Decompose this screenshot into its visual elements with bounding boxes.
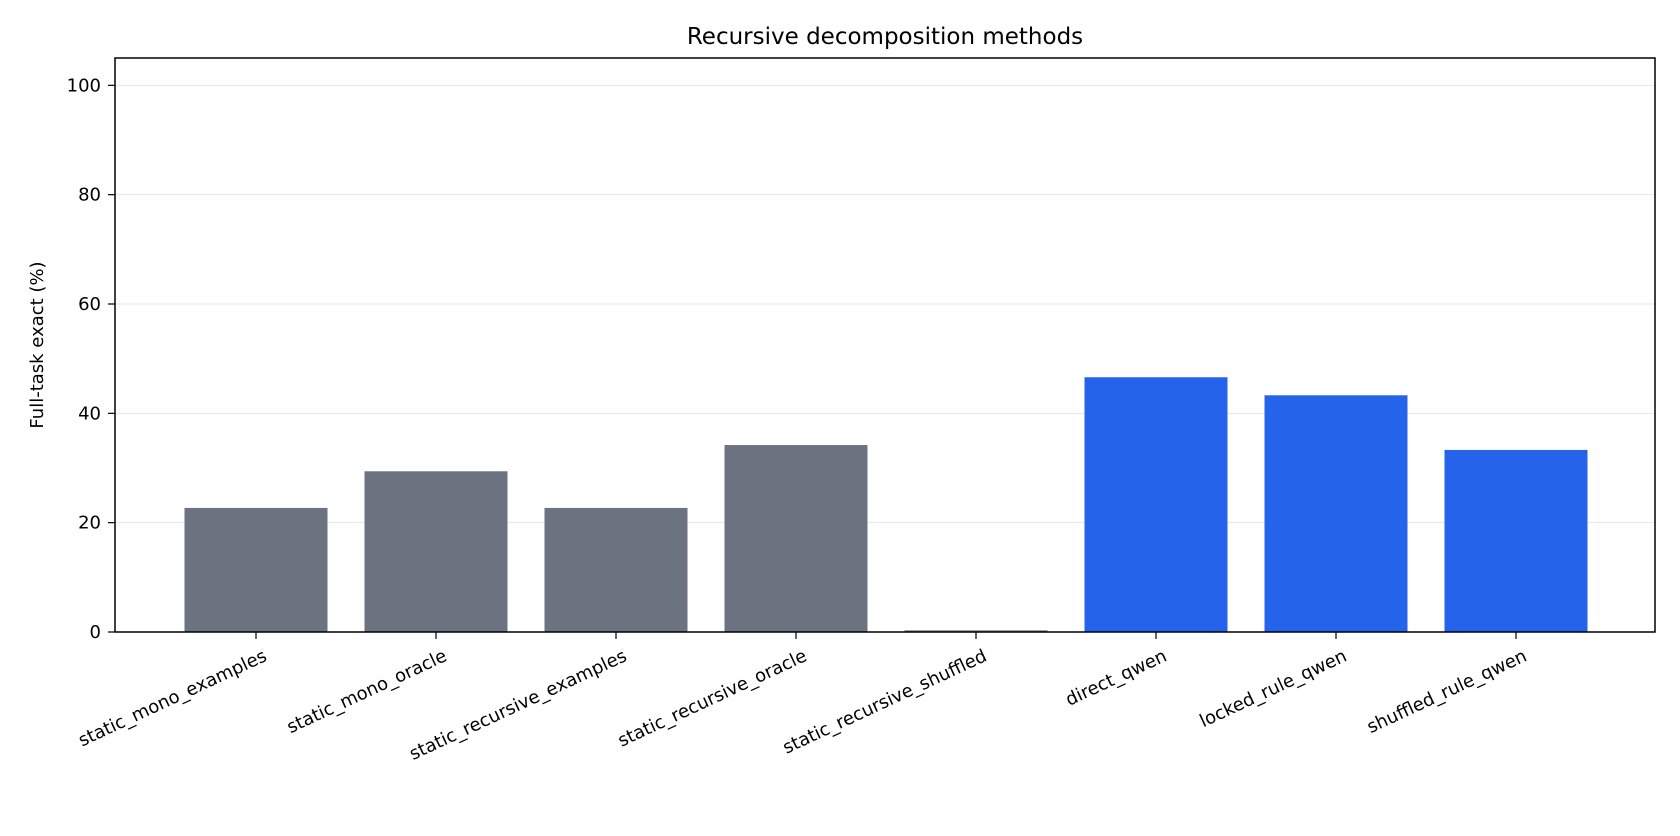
x-axis-ticks: static_mono_examples static_mono_oracle st… [75, 632, 1530, 765]
bar-static-recursive-shuffled [904, 630, 1048, 632]
y-axis-label: Full-task exact (%) [27, 261, 48, 428]
plot-frame [114, 57, 1656, 633]
bar-static-mono-examples [184, 507, 328, 632]
x-tick-label: static_mono_examples [75, 645, 270, 751]
bar-direct-qwen [1084, 377, 1228, 632]
y-tick-label: 60 [78, 294, 101, 315]
y-tick-label: 40 [78, 403, 101, 424]
x-tick-label: static_recursive_shuffled [780, 645, 990, 758]
bar-locked-rule-qwen [1264, 395, 1408, 632]
bar-shuffled-rule-qwen [1444, 449, 1588, 632]
y-axis-ticks: 0 20 40 60 80 100 [67, 75, 115, 643]
x-tick-label: shuffled_rule_qwen [1364, 645, 1530, 737]
x-tick-label: static_mono_oracle [284, 645, 450, 737]
y-tick-label: 100 [67, 75, 101, 96]
bar-static-recursive-oracle [724, 445, 868, 632]
chart-title: Recursive decomposition methods [687, 24, 1083, 50]
y-tick-label: 20 [78, 513, 101, 534]
x-tick-label: direct_qwen [1062, 645, 1170, 710]
bars [184, 377, 1588, 632]
gridlines [115, 84, 1655, 524]
bar-static-recursive-examples [544, 507, 688, 632]
x-tick-label: locked_rule_qwen [1196, 645, 1350, 732]
x-tick-label: static_recursive_oracle [615, 645, 810, 751]
y-tick-label: 80 [78, 185, 101, 206]
bar-static-mono-oracle [364, 471, 508, 632]
y-tick-label: 0 [90, 622, 101, 643]
